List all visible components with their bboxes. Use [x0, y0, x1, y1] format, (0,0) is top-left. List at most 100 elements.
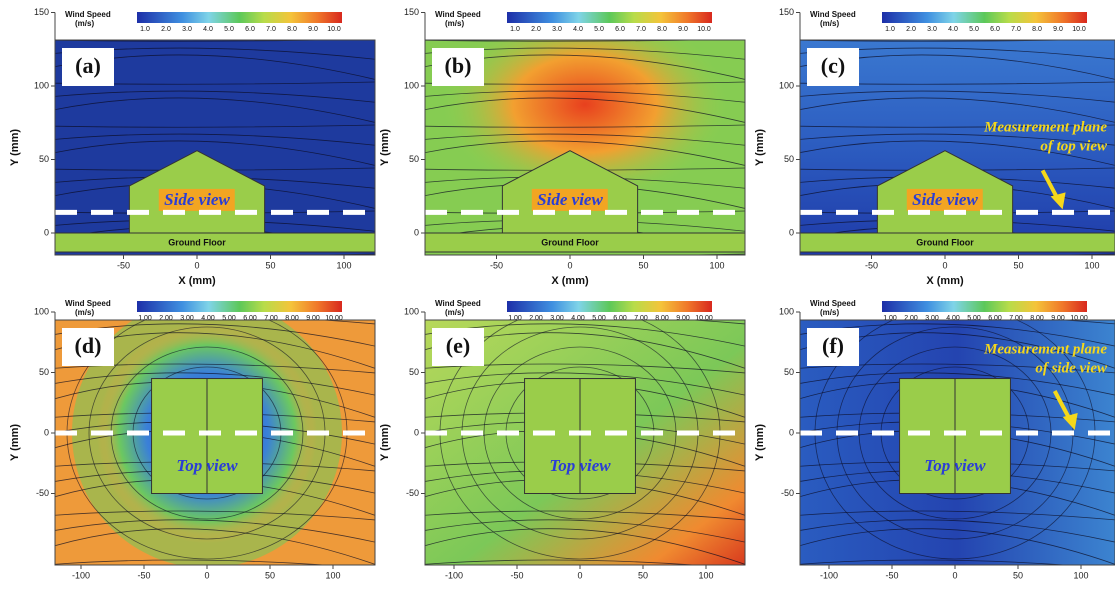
y-tick-label: 100 [34, 80, 49, 90]
colorbar-tick-label: 9.00 [306, 315, 320, 322]
colorbar-tick-label: 1.00 [883, 315, 897, 322]
x-tick-label: 0 [577, 570, 582, 580]
colorbar-tick-label: 8.0 [287, 26, 297, 33]
colorbar-title: Wind Speed [810, 10, 856, 19]
building-label: Top view [176, 456, 238, 475]
y-tick-label: 50 [784, 367, 794, 377]
colorbar-unit: (m/s) [820, 308, 839, 317]
plot-area: Top view (e) [415, 307, 755, 570]
colorbar-unit: (m/s) [75, 19, 94, 28]
x-tick-label: 50 [638, 570, 648, 580]
colorbar [507, 301, 712, 312]
colorbar-tick-label: 8.00 [655, 315, 669, 322]
colorbar [882, 301, 1087, 312]
y-axis-label: Y (mm) [379, 129, 391, 166]
annotation: Measurement plane [983, 341, 1107, 357]
annotation: of top view [1040, 138, 1108, 154]
colorbar-tick-label: 2.0 [161, 26, 171, 33]
colorbar-tick-label: 7.0 [266, 26, 276, 33]
x-tick-label: 100 [325, 570, 340, 580]
colorbar-tick-label: 9.0 [1053, 26, 1063, 33]
x-tick-label: -50 [865, 260, 878, 270]
y-tick-label: 0 [44, 227, 49, 237]
colorbar-tick-label: 4.0 [573, 26, 583, 33]
building-label: Top view [924, 456, 986, 475]
colorbar [882, 12, 1087, 23]
y-tick-label: 150 [779, 7, 794, 17]
x-tick-label: -50 [490, 260, 503, 270]
colorbar-tick-label: 10.00 [695, 315, 713, 322]
colorbar-tick-label: 8.0 [657, 26, 667, 33]
colorbar-title: Wind Speed [435, 299, 481, 308]
y-tick-label: 150 [34, 7, 49, 17]
x-tick-label: -50 [137, 570, 150, 580]
colorbar-title: Wind Speed [435, 10, 481, 19]
colorbar-unit: (m/s) [75, 308, 94, 317]
colorbar-tick-label: 3.00 [925, 315, 939, 322]
x-tick-label: 0 [194, 260, 199, 270]
colorbar-tick-label: 8.00 [285, 315, 299, 322]
colorbar-tick-label: 7.00 [1009, 315, 1023, 322]
colorbar-tick-label: 1.00 [508, 315, 522, 322]
colorbar-tick-label: 8.0 [1032, 26, 1042, 33]
building-label: Side view [912, 190, 978, 209]
colorbar-unit: (m/s) [820, 19, 839, 28]
panel-label: (b) [445, 53, 472, 78]
y-axis-label: Y (mm) [754, 129, 766, 166]
colorbar-tick-label: 9.00 [676, 315, 690, 322]
x-axis-label: X (mm) [178, 275, 216, 287]
x-tick-label: 100 [1084, 260, 1099, 270]
panel-label: (d) [75, 333, 102, 358]
colorbar-tick-label: 9.00 [1051, 315, 1065, 322]
plot-area: Top view (d) [45, 298, 385, 570]
annotation: of side view [1035, 360, 1108, 376]
y-tick-label: 150 [404, 7, 419, 17]
y-axis-label: Y (mm) [379, 424, 391, 461]
y-tick-label: 50 [409, 367, 419, 377]
colorbar-tick-label: 6.0 [245, 26, 255, 33]
colorbar-tick-label: 1.00 [138, 315, 152, 322]
colorbar-tick-label: 2.0 [531, 26, 541, 33]
panel: Ground Floor Side view Measurement plane of… [754, 7, 1115, 287]
y-tick-label: -50 [781, 488, 794, 498]
x-tick-label: 100 [336, 260, 351, 270]
x-tick-label: 0 [204, 570, 209, 580]
x-axis-label: X (mm) [551, 275, 589, 287]
colorbar-tick-label: 7.00 [634, 315, 648, 322]
y-tick-label: 0 [789, 427, 794, 437]
building-label: Top view [549, 456, 611, 475]
y-tick-label: 0 [414, 427, 419, 437]
ground-floor-label: Ground Floor [916, 237, 974, 247]
x-tick-label: -100 [820, 570, 838, 580]
colorbar [137, 301, 342, 312]
panel-label: (e) [446, 333, 470, 358]
y-tick-label: 100 [779, 306, 794, 316]
colorbar-title: Wind Speed [65, 10, 111, 19]
colorbar-tick-label: 5.0 [969, 26, 979, 33]
y-tick-label: 100 [34, 306, 49, 316]
colorbar-tick-label: 9.0 [308, 26, 318, 33]
panel-label: (c) [821, 53, 845, 78]
colorbar-tick-label: 6.00 [613, 315, 627, 322]
colorbar-tick-label: 10.0 [1072, 26, 1086, 33]
x-tick-label: 50 [1013, 260, 1023, 270]
colorbar-tick-label: 6.00 [243, 315, 257, 322]
colorbar [507, 12, 712, 23]
x-tick-label: 100 [709, 260, 724, 270]
colorbar-tick-label: 9.0 [678, 26, 688, 33]
colorbar-tick-label: 2.00 [529, 315, 543, 322]
x-tick-label: 50 [1013, 570, 1023, 580]
y-axis-label: Y (mm) [9, 424, 21, 461]
y-tick-label: 100 [404, 306, 419, 316]
colorbar-tick-label: 6.0 [615, 26, 625, 33]
colorbar-tick-label: 7.0 [1011, 26, 1021, 33]
y-tick-label: 0 [44, 427, 49, 437]
colorbar-tick-label: 4.00 [201, 315, 215, 322]
colorbar-tick-label: 3.0 [552, 26, 562, 33]
annotation: Measurement plane [983, 119, 1107, 135]
